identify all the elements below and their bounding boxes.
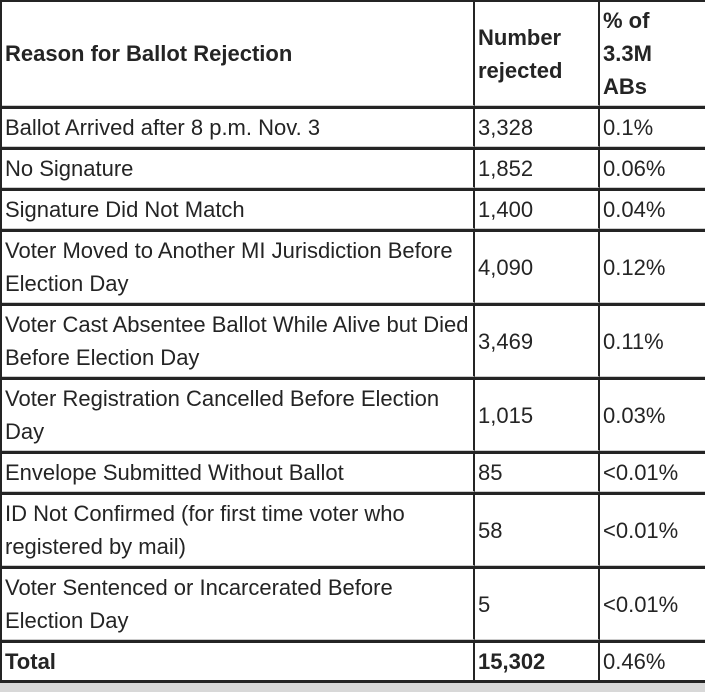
column-header-number: Number rejected — [475, 2, 600, 106]
reason-cell: Voter Registration Cancelled Before Elec… — [2, 377, 475, 451]
number-cell: 3,469 — [475, 303, 600, 377]
table-row: Voter Moved to Another MI Jurisdiction B… — [2, 229, 705, 303]
reason-cell: Voter Moved to Another MI Jurisdiction B… — [2, 229, 475, 303]
table-row: Ballot Arrived after 8 p.m. Nov. 3 3,328… — [2, 106, 705, 147]
total-row: Total 15,302 0.46% — [2, 640, 705, 680]
number-cell: 58 — [475, 492, 600, 566]
reason-cell: Envelope Submitted Without Ballot — [2, 451, 475, 492]
percent-cell: 0.12% — [600, 229, 705, 303]
percent-cell: 0.03% — [600, 377, 705, 451]
table-row: ID Not Confirmed (for first time voter w… — [2, 492, 705, 566]
table-row: Envelope Submitted Without Ballot 85 <0.… — [2, 451, 705, 492]
percent-cell: <0.01% — [600, 566, 705, 640]
reason-cell: No Signature — [2, 147, 475, 188]
total-label-cell: Total — [2, 640, 475, 680]
number-cell: 85 — [475, 451, 600, 492]
percent-cell: 0.1% — [600, 106, 705, 147]
percent-cell: 0.04% — [600, 188, 705, 229]
table-row: Voter Sentenced or Incarcerated Before E… — [2, 566, 705, 640]
percent-cell: 0.11% — [600, 303, 705, 377]
number-cell: 4,090 — [475, 229, 600, 303]
reason-cell: ID Not Confirmed (for first time voter w… — [2, 492, 475, 566]
number-cell: 1,852 — [475, 147, 600, 188]
number-cell: 3,328 — [475, 106, 600, 147]
table-row: Voter Cast Absentee Ballot While Alive b… — [2, 303, 705, 377]
number-cell: 5 — [475, 566, 600, 640]
table-row: Voter Registration Cancelled Before Elec… — [2, 377, 705, 451]
bottom-gray-strip — [0, 683, 705, 692]
header-row: Reason for Ballot Rejection Number rejec… — [2, 2, 705, 106]
column-header-percent: % of 3.3M ABs — [600, 2, 705, 106]
percent-cell: <0.01% — [600, 451, 705, 492]
reason-cell: Voter Cast Absentee Ballot While Alive b… — [2, 303, 475, 377]
table-row: Signature Did Not Match 1,400 0.04% — [2, 188, 705, 229]
table-row: No Signature 1,852 0.06% — [2, 147, 705, 188]
percent-cell: <0.01% — [600, 492, 705, 566]
column-header-reason: Reason for Ballot Rejection — [2, 2, 475, 106]
number-cell: 1,400 — [475, 188, 600, 229]
reason-cell: Signature Did Not Match — [2, 188, 475, 229]
number-cell: 1,015 — [475, 377, 600, 451]
reason-cell: Voter Sentenced or Incarcerated Before E… — [2, 566, 475, 640]
total-number-cell: 15,302 — [475, 640, 600, 680]
reason-cell: Ballot Arrived after 8 p.m. Nov. 3 — [2, 106, 475, 147]
total-percent-cell: 0.46% — [600, 640, 705, 680]
percent-cell: 0.06% — [600, 147, 705, 188]
